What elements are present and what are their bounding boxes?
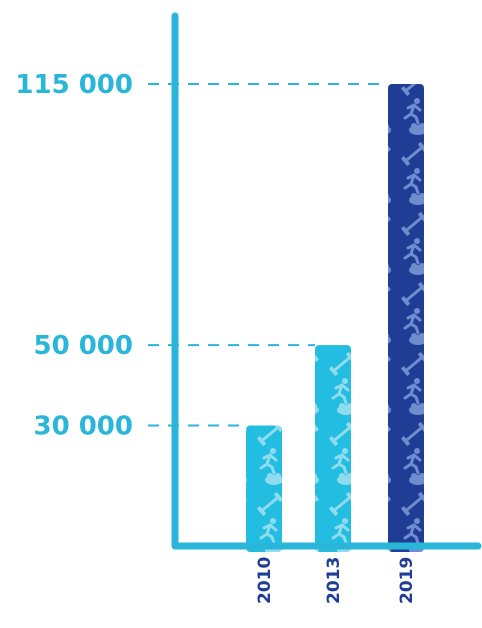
y-tick-label: 30 000 <box>33 411 133 441</box>
x-category-label-2010: 2010 <box>255 557 275 604</box>
y-tick-labels: 30 000 50 000 115 000 <box>15 70 133 441</box>
bar-2010 <box>246 425 282 552</box>
bars <box>246 84 424 552</box>
bar-2019 <box>388 84 424 552</box>
y-tick-label: 50 000 <box>33 331 133 361</box>
bar-2013 <box>315 345 351 552</box>
x-category-label-2013: 2013 <box>324 557 344 604</box>
axes <box>171 12 482 550</box>
y-tick-label: 115 000 <box>15 70 133 100</box>
x-category-label-2019: 2019 <box>397 557 417 604</box>
guide-lines <box>148 83 388 427</box>
x-category-labels: 2010 2013 2019 <box>255 557 417 604</box>
axis-lines <box>171 12 482 550</box>
